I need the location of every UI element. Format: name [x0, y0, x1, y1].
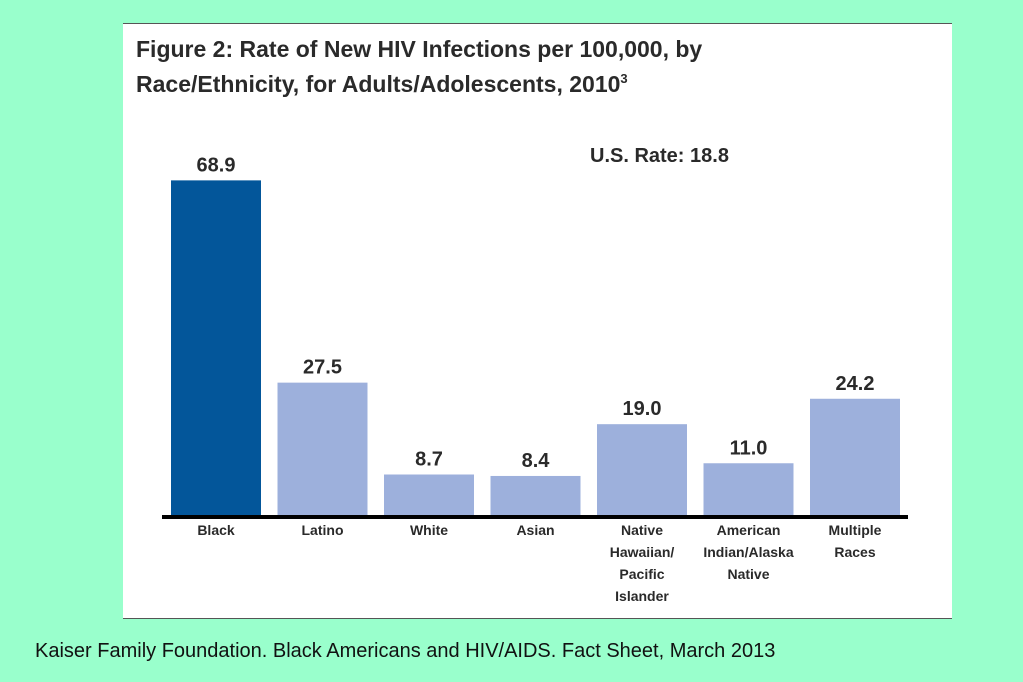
- bar-6: [703, 463, 794, 517]
- bar-7: [810, 398, 900, 517]
- bar-5: [597, 424, 687, 517]
- category-label: American Indian/Alaska Native: [703, 522, 793, 582]
- bar-chart: 68.9 Black 27.5 Latino 8.7 White 8.4 Asian 19.0 N…: [162, 145, 908, 604]
- category-label: White: [410, 522, 448, 538]
- bar-1: [171, 180, 261, 518]
- category-label: Native Hawaiian/Pacific Islander: [610, 522, 675, 604]
- chart-title-line-1: Figure 2: Rate of New HIV Infections per…: [136, 36, 703, 62]
- value-label: 19.0: [623, 398, 662, 420]
- value-label: 68.9: [197, 154, 236, 176]
- us-rate-annotation: U.S. Rate: 18.8: [590, 145, 729, 167]
- value-label: 8.4: [522, 450, 551, 472]
- bar-3: [384, 474, 474, 517]
- category-label: Latino: [302, 522, 344, 538]
- bar-2: [277, 382, 368, 517]
- chart-panel: Figure 2: Rate of New HIV Infections per…: [123, 23, 952, 619]
- chart-title: Figure 2: Rate of New HIV Infections per…: [136, 32, 896, 105]
- category-label: Asian: [516, 522, 554, 538]
- value-label: 8.7: [415, 448, 443, 470]
- category-label: Multiple Races: [829, 522, 882, 560]
- bar-4: [490, 475, 581, 517]
- category-label: Black: [197, 522, 235, 538]
- value-label: 27.5: [303, 357, 342, 379]
- chart-title-footnote: 3: [620, 71, 628, 86]
- value-label: 24.2: [836, 373, 875, 395]
- value-label: 11.0: [730, 437, 768, 459]
- source-citation: Kaiser Family Foundation. Black American…: [35, 640, 776, 662]
- chart-title-line-2: Race/Ethnicity, for Adults/Adolescents, …: [136, 71, 621, 97]
